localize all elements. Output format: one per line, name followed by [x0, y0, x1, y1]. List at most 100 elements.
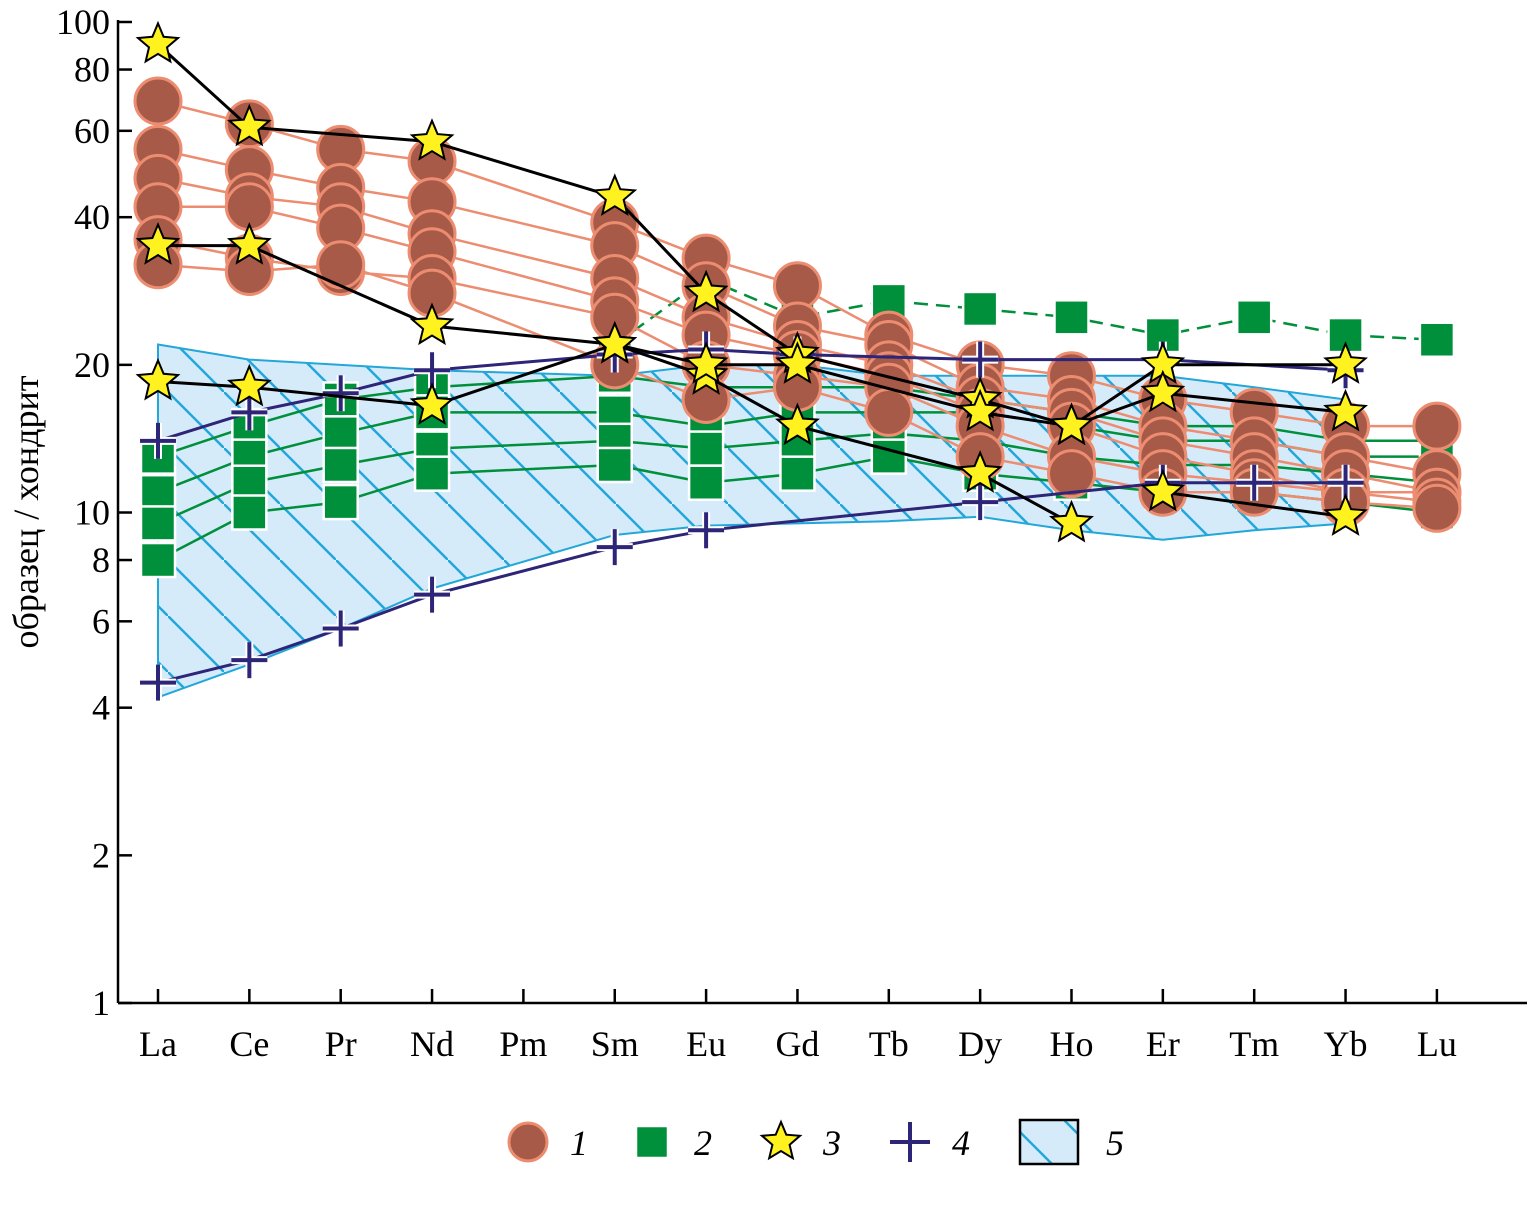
y-tick-label: 10	[74, 493, 110, 533]
marker-square	[1418, 321, 1456, 359]
x-tick-label-eu: Eu	[686, 1024, 726, 1064]
marker-cross	[688, 512, 725, 549]
series-line	[158, 244, 1073, 525]
marker-square	[1235, 299, 1273, 336]
series-4-line-16	[140, 464, 1364, 701]
x-tick-label-dy: Dy	[958, 1024, 1002, 1064]
marker-circle	[1412, 483, 1462, 533]
series-line	[156, 43, 1346, 428]
series-group-cross	[140, 331, 1364, 701]
marker-square	[596, 446, 633, 484]
series-3-line-14	[1140, 468, 1368, 536]
marker-star	[226, 221, 272, 265]
marker-cross	[1236, 464, 1273, 501]
marker-star	[226, 103, 272, 147]
axes: образец / хондрит 1 2 4 6 8 10 20 40 60 80 100 La Ce…	[6, 2, 1527, 1064]
series-line	[1162, 490, 1346, 519]
marker-cross	[414, 576, 451, 613]
y-tick-label: 20	[74, 345, 110, 385]
y-axis-label: образец / хондрит	[6, 375, 46, 648]
marker-square	[322, 415, 359, 452]
marker-square	[779, 455, 816, 492]
x-tick-label-ce: Ce	[229, 1024, 269, 1064]
marker-square	[413, 455, 451, 492]
series-line	[157, 347, 1346, 443]
legend-label: 4	[952, 1123, 970, 1163]
x-tick-label-lu: Lu	[1417, 1024, 1457, 1064]
y-tick-label: 4	[92, 688, 110, 728]
marker-circle	[316, 240, 366, 290]
x-tick-label-pr: Pr	[325, 1024, 357, 1064]
marker-star	[409, 118, 455, 161]
legend-item-4: 4	[890, 1122, 970, 1163]
marker-square	[687, 464, 725, 501]
marker-square	[634, 1124, 670, 1160]
x-tick-label-tb: Tb	[869, 1024, 909, 1064]
marker-square	[961, 290, 999, 328]
marker-star	[759, 1119, 803, 1161]
marker-cross	[962, 484, 999, 521]
marker-star	[683, 341, 729, 384]
marker-square	[687, 430, 725, 467]
marker-star	[775, 341, 820, 384]
legend-item-5: 5	[1018, 1118, 1124, 1166]
series-layer	[133, 20, 1462, 701]
marker-square	[139, 473, 177, 511]
marker-cross	[231, 394, 268, 431]
legend: 1 2 3 4 5	[507, 1118, 1124, 1166]
legend-label: 1	[570, 1123, 588, 1163]
marker-star	[957, 388, 1003, 432]
marker-square	[322, 483, 359, 521]
marker-square	[231, 464, 268, 501]
legend-label: 2	[694, 1123, 712, 1163]
y-tick-label: 6	[92, 601, 110, 641]
marker-star	[592, 173, 638, 217]
x-tick-label-nd: Nd	[410, 1024, 454, 1064]
marker-star	[957, 450, 1003, 493]
marker-circle	[507, 1121, 549, 1163]
legend-marker-field	[1018, 1118, 1080, 1166]
marker-star	[226, 363, 272, 407]
marker-star	[1140, 369, 1186, 413]
marker-star	[683, 269, 729, 313]
x-tick-label-ho: Ho	[1050, 1024, 1094, 1064]
marker-circle	[864, 387, 914, 437]
y-tick-label: 8	[92, 540, 110, 580]
marker-cross	[962, 341, 999, 378]
legend-item-2: 2	[634, 1123, 712, 1163]
legend-label: 3	[822, 1123, 841, 1163]
marker-circle	[1412, 401, 1462, 451]
x-tick-label-sm: Sm	[591, 1024, 639, 1064]
marker-cross	[140, 422, 176, 459]
marker-circle	[133, 76, 183, 126]
marker-star	[135, 20, 181, 64]
series-group-star	[135, 20, 1368, 543]
marker-cross	[322, 375, 359, 412]
marker-star	[1323, 341, 1368, 384]
marker-star	[1140, 468, 1186, 512]
marker-circle	[1047, 449, 1096, 499]
y-tick-label: 100	[56, 2, 110, 42]
y-tick-label: 40	[74, 197, 110, 237]
y-tick-label: 60	[74, 111, 110, 151]
marker-cross	[414, 352, 451, 389]
marker-star	[775, 402, 820, 446]
marker-star	[1323, 493, 1368, 536]
y-tick-label: 80	[74, 50, 110, 90]
marker-star	[409, 302, 455, 346]
series-line	[157, 342, 1346, 428]
series-3-line-13	[135, 320, 1368, 446]
x-tick-label-pm: Pm	[499, 1024, 547, 1064]
y-tick-label: 1	[92, 983, 110, 1023]
marker-square	[870, 438, 908, 475]
marker-star	[1323, 388, 1368, 432]
y-tick-label: 2	[92, 835, 110, 875]
series-line	[614, 277, 1437, 346]
marker-cross	[322, 610, 359, 647]
x-tick-label-tm: Tm	[1229, 1024, 1279, 1064]
marker-star	[1049, 402, 1094, 446]
marker-cross	[231, 642, 268, 679]
marker-star	[409, 382, 455, 425]
legend-item-3: 3	[759, 1119, 841, 1163]
